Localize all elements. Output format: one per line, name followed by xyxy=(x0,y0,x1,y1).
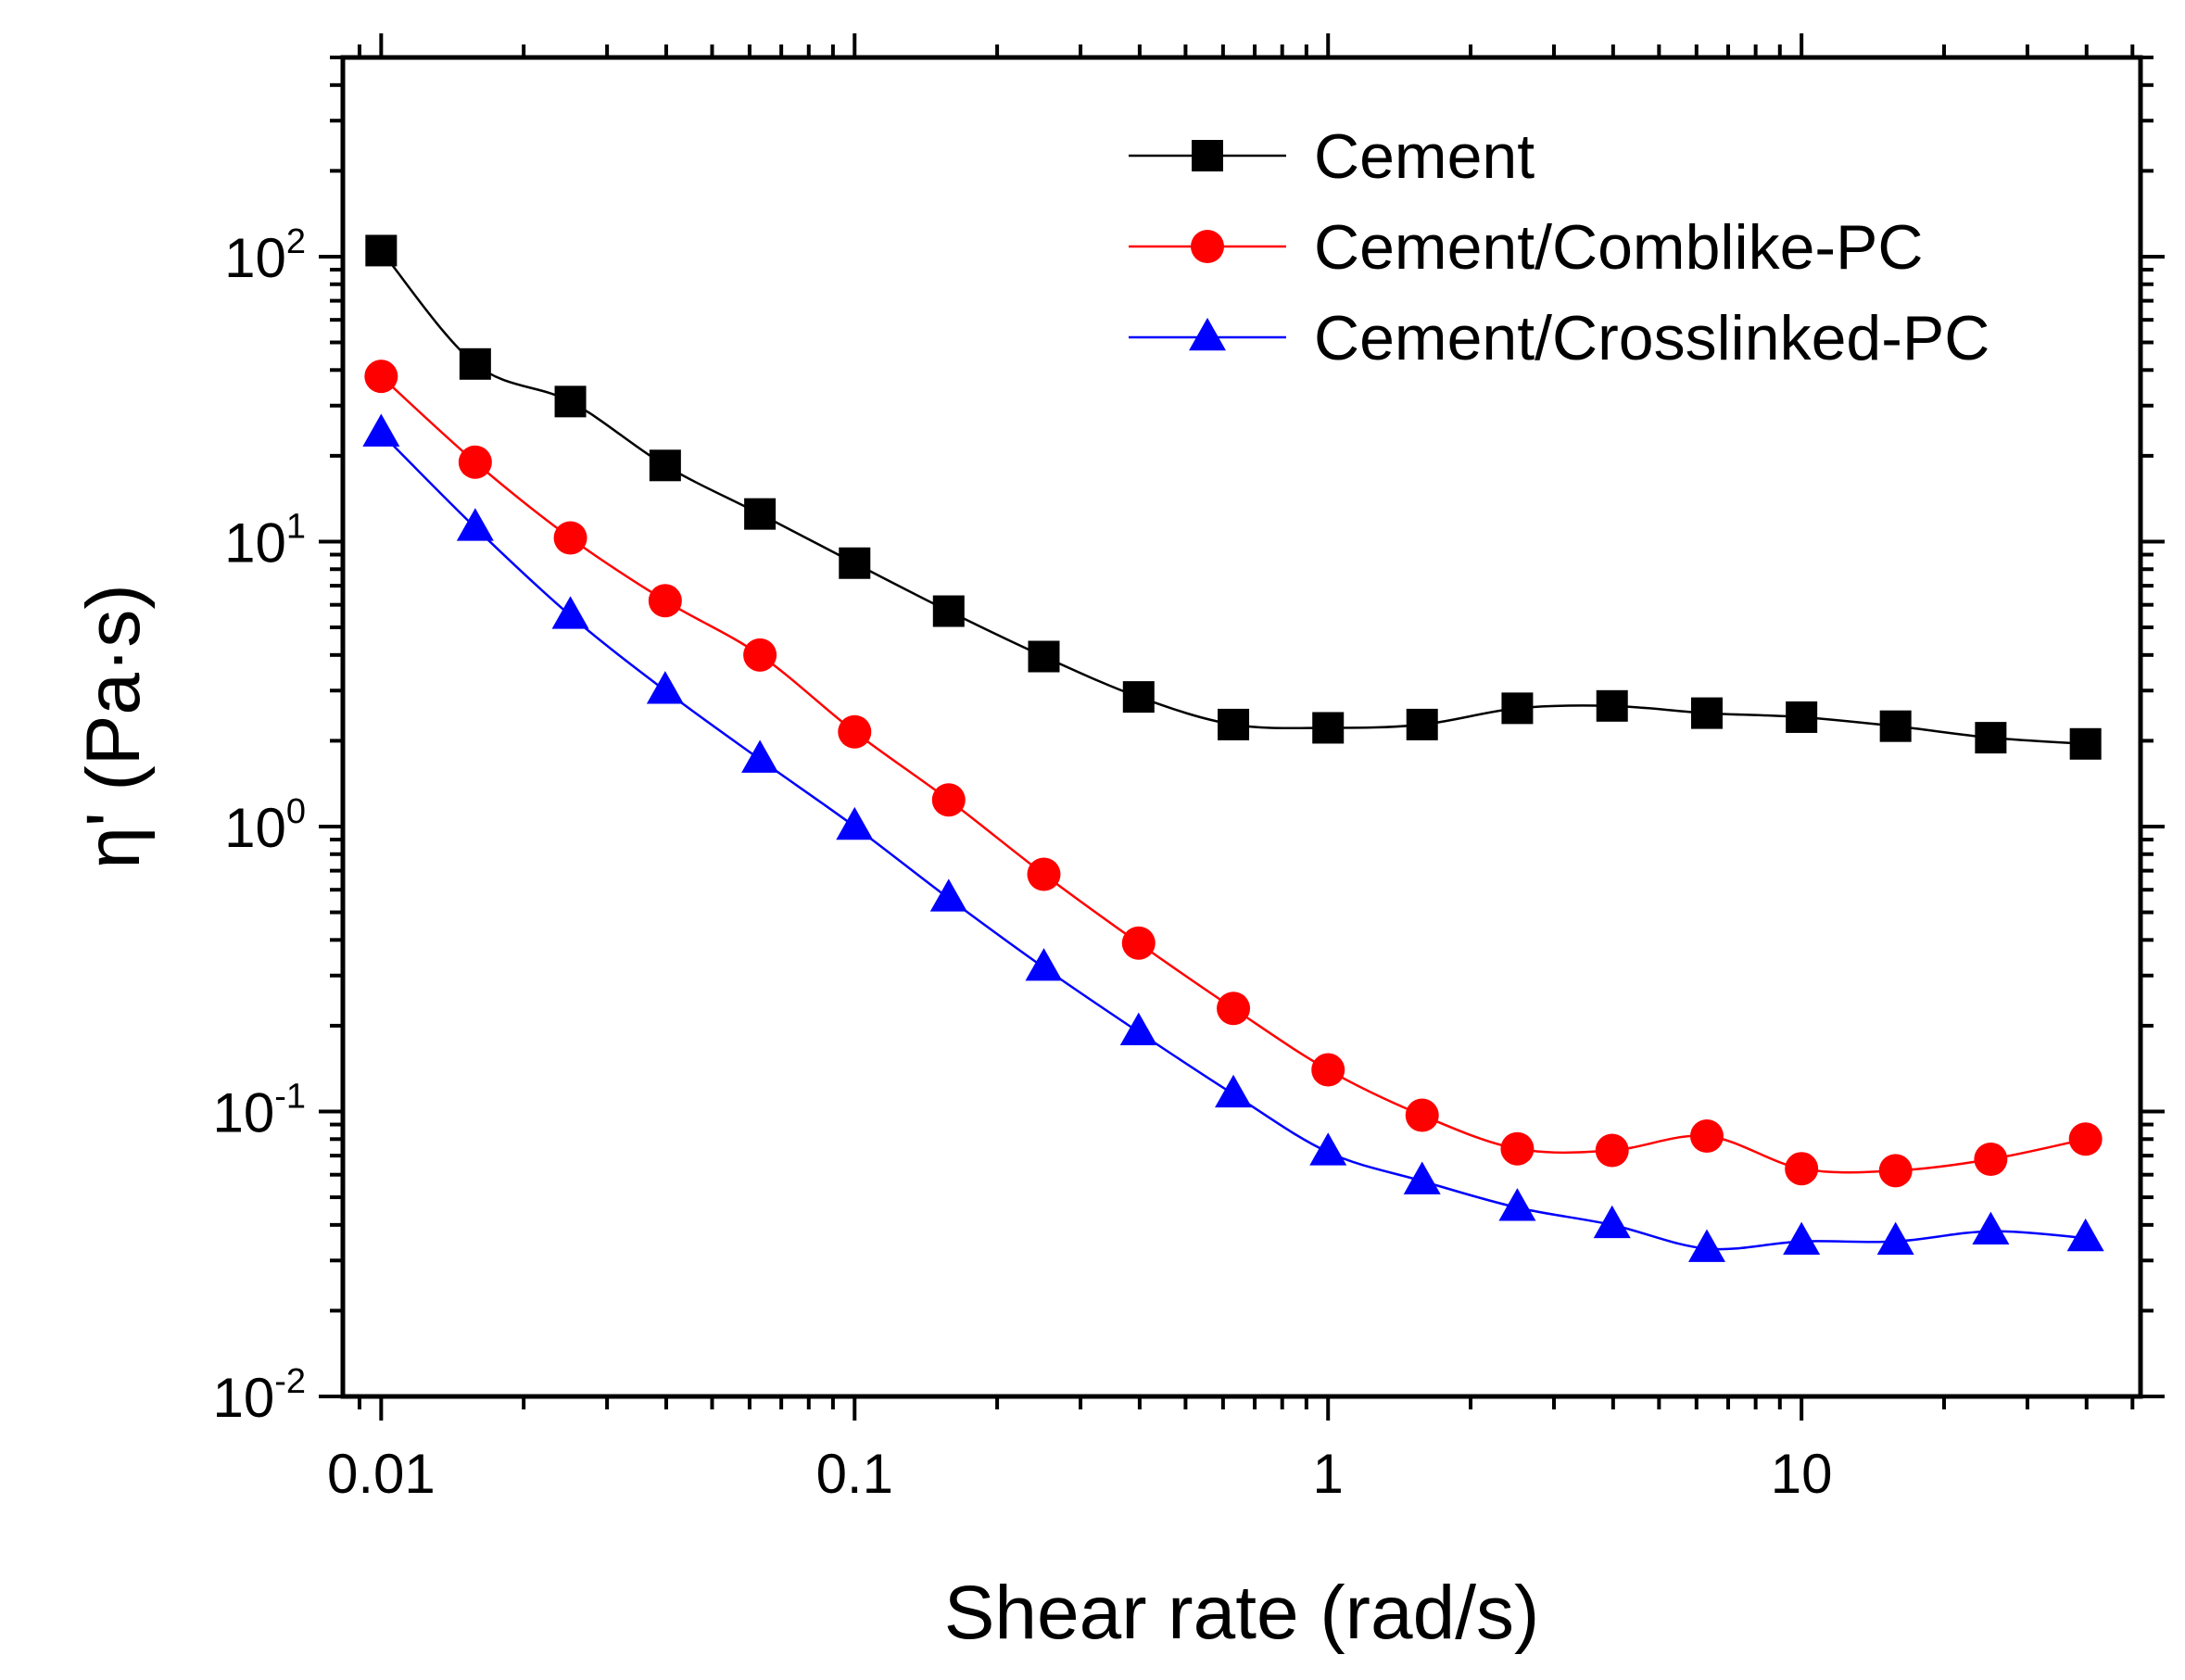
x-tick-label: 1 xyxy=(1313,1443,1344,1505)
series-cement-crosslinked-pc xyxy=(362,413,2104,1262)
data-point xyxy=(1405,1098,1439,1132)
data-point xyxy=(1218,708,1250,740)
y-tick-label: 101 xyxy=(224,507,306,574)
legend-marker xyxy=(1192,140,1223,171)
y-tick-label: 10-2 xyxy=(212,1362,306,1429)
x-tick-label: 0.1 xyxy=(816,1443,893,1505)
data-point xyxy=(1595,1133,1629,1168)
data-point xyxy=(1311,1053,1345,1087)
x-axis-title: Shear rate (rad/s) xyxy=(944,1571,1540,1655)
data-point xyxy=(1689,1118,1724,1153)
data-point xyxy=(2069,727,2102,760)
legend-label: Cement/Comblike-PC xyxy=(1314,212,1924,283)
data-point xyxy=(1406,708,1438,740)
y-tick-label: 100 xyxy=(224,792,306,859)
y-tick-label: 10-1 xyxy=(212,1077,306,1143)
data-point xyxy=(1312,712,1345,744)
legend-entry: Cement/Crosslinked-PC xyxy=(1129,303,1989,373)
data-point xyxy=(931,783,966,817)
data-point xyxy=(364,360,398,394)
data-point xyxy=(1785,1152,1819,1186)
y-tick-base: 10 xyxy=(224,512,286,574)
data-point xyxy=(1974,1142,2008,1176)
data-point xyxy=(1215,1074,1253,1108)
y-tick-base: 10 xyxy=(224,797,286,859)
series-cement-comblike-pc xyxy=(364,360,2103,1188)
legend-entry: Cement xyxy=(1129,121,1535,192)
series-group xyxy=(362,234,2104,1262)
data-point xyxy=(1783,1221,1821,1255)
y-tick-exponent: -2 xyxy=(274,1362,306,1401)
data-point xyxy=(646,671,684,704)
data-point xyxy=(365,234,398,267)
y-axis-title: η' (Pa·s) xyxy=(71,584,156,868)
data-point xyxy=(649,449,681,482)
x-tick-label: 0.01 xyxy=(327,1443,436,1505)
data-point xyxy=(459,347,491,380)
data-point xyxy=(551,596,589,629)
data-point xyxy=(1025,948,1063,981)
legend-entry: Cement/Comblike-PC xyxy=(1129,212,1924,283)
data-point xyxy=(1500,1131,1535,1166)
y-tick-exponent: 0 xyxy=(286,792,306,831)
data-point xyxy=(554,385,587,418)
series-cement xyxy=(365,234,2102,760)
legend-label: Cement xyxy=(1314,121,1535,192)
data-point xyxy=(458,445,492,479)
data-point xyxy=(1119,1012,1157,1046)
data-point xyxy=(362,413,400,447)
plot-frame xyxy=(340,55,2143,1399)
data-point xyxy=(929,878,967,912)
legend: Cement Cement/Comblike-PC Cement/Crosslink… xyxy=(1129,121,1989,373)
data-point xyxy=(932,595,965,627)
y-tick-exponent: 1 xyxy=(286,507,306,546)
data-point xyxy=(1879,710,1912,742)
data-point xyxy=(456,508,494,541)
data-point xyxy=(648,584,682,618)
data-point xyxy=(1498,1188,1536,1221)
y-tick-base: 10 xyxy=(212,1367,274,1429)
data-point xyxy=(1122,681,1155,714)
data-point xyxy=(1403,1161,1441,1194)
data-point xyxy=(1217,992,1251,1026)
data-point xyxy=(741,739,779,773)
legend-marker xyxy=(1189,317,1226,351)
data-point xyxy=(1501,692,1534,725)
data-point xyxy=(1593,1205,1631,1239)
data-point xyxy=(1690,697,1723,729)
data-point xyxy=(2068,1122,2103,1156)
data-point xyxy=(553,521,587,555)
data-point xyxy=(1028,640,1060,673)
y-tick-base: 10 xyxy=(212,1081,274,1143)
series-line xyxy=(380,375,2086,1174)
data-point xyxy=(744,498,777,530)
data-point xyxy=(1027,857,1061,891)
data-point xyxy=(836,806,874,840)
data-point xyxy=(1972,1211,2010,1244)
legend-marker xyxy=(1191,230,1224,263)
data-point xyxy=(1687,1229,1725,1262)
data-point xyxy=(1786,701,1818,733)
data-point xyxy=(1878,1154,1913,1188)
data-point xyxy=(838,714,872,749)
data-point xyxy=(2066,1218,2104,1252)
series-line xyxy=(380,432,2086,1251)
y-tick-base: 10 xyxy=(224,227,286,289)
legend-label: Cement/Crosslinked-PC xyxy=(1314,303,1989,373)
data-point xyxy=(743,638,777,672)
x-tick-label: 10 xyxy=(1771,1443,1833,1505)
y-tick-label: 102 xyxy=(224,222,306,289)
data-point xyxy=(1121,926,1156,960)
data-point xyxy=(1596,689,1628,722)
data-point xyxy=(1876,1221,1914,1255)
data-point xyxy=(839,547,871,579)
data-point xyxy=(1975,722,2007,754)
y-tick-exponent: 2 xyxy=(286,222,306,261)
data-point xyxy=(1309,1132,1347,1166)
y-tick-exponent: -1 xyxy=(274,1077,306,1116)
